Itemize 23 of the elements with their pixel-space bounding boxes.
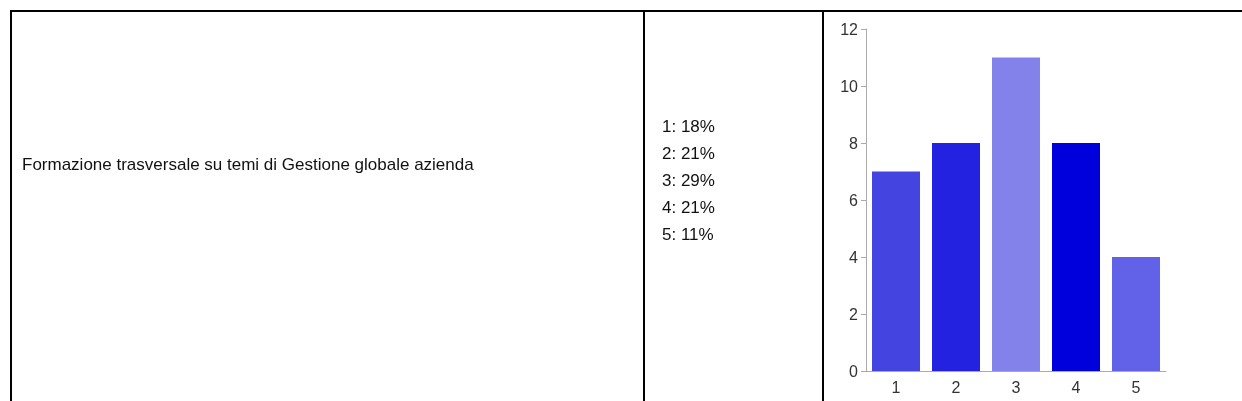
- bar: [872, 171, 920, 371]
- text: 5: 11%: [662, 224, 715, 246]
- bar: [932, 143, 980, 371]
- x-tick-label: 2: [951, 378, 961, 396]
- text: 4: 21%: [662, 197, 715, 219]
- y-tick-label: 10: [840, 77, 859, 95]
- y-tick-label: 4: [849, 248, 859, 266]
- text: 3: 29%: [662, 170, 715, 192]
- text: 1: 18%: [662, 116, 715, 138]
- y-tick-label: 2: [849, 305, 859, 323]
- y-tick-label: 0: [849, 362, 859, 380]
- bar: [1112, 257, 1160, 371]
- x-tick-label: 4: [1071, 378, 1081, 396]
- y-tick-label: 12: [840, 20, 859, 38]
- x-tick-label: 3: [1011, 378, 1021, 396]
- x-tick-label: 5: [1131, 378, 1141, 396]
- text: 2: 21%: [662, 143, 715, 165]
- x-tick-label: 1: [891, 378, 901, 396]
- text: Formazione trasversale su temi di Gestione globale azienda: [22, 154, 475, 176]
- bar: [1052, 143, 1100, 371]
- bar: [992, 57, 1040, 371]
- y-tick-label: 8: [849, 134, 859, 152]
- y-tick-label: 6: [849, 191, 859, 209]
